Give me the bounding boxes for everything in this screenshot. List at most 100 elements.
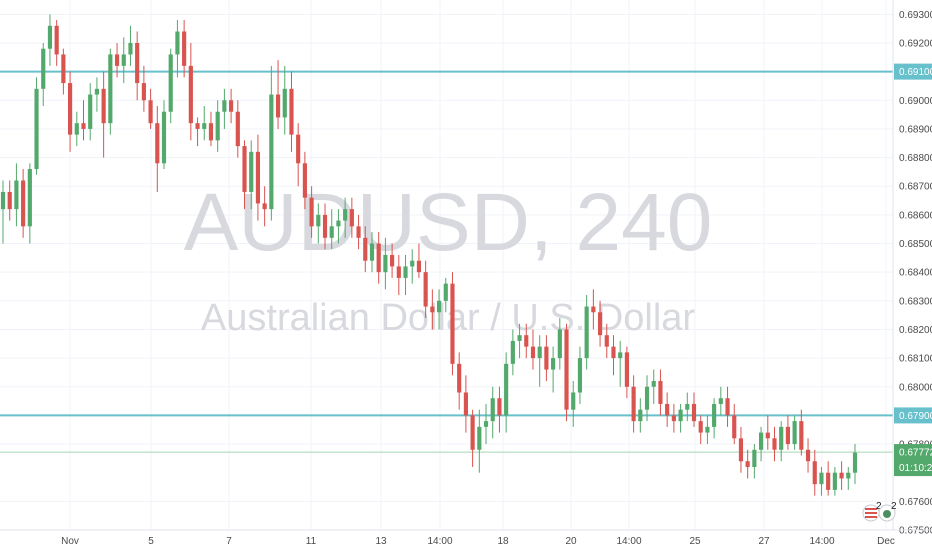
candle[interactable] bbox=[410, 249, 415, 284]
candle[interactable] bbox=[846, 466, 851, 490]
candle[interactable] bbox=[302, 151, 307, 210]
candle[interactable] bbox=[826, 461, 831, 496]
candle[interactable] bbox=[671, 403, 676, 433]
candle[interactable] bbox=[551, 346, 556, 393]
candle[interactable] bbox=[705, 415, 710, 445]
candle[interactable] bbox=[638, 398, 643, 433]
candle[interactable] bbox=[477, 409, 482, 473]
candle[interactable] bbox=[235, 100, 240, 158]
candle[interactable] bbox=[262, 186, 267, 227]
candle[interactable] bbox=[349, 197, 354, 238]
candle[interactable] bbox=[54, 20, 59, 66]
candle[interactable] bbox=[450, 272, 455, 376]
candle[interactable] bbox=[363, 226, 368, 273]
candle[interactable] bbox=[571, 381, 576, 427]
candle[interactable] bbox=[396, 254, 401, 296]
candle[interactable] bbox=[108, 48, 113, 135]
candle[interactable] bbox=[517, 323, 522, 359]
candle[interactable] bbox=[758, 426, 764, 462]
candle[interactable] bbox=[403, 254, 408, 296]
candle[interactable] bbox=[712, 398, 717, 439]
candle[interactable] bbox=[34, 77, 39, 175]
candle[interactable] bbox=[182, 20, 187, 78]
candle[interactable] bbox=[81, 100, 86, 141]
candle[interactable] bbox=[343, 197, 348, 238]
candle[interactable] bbox=[597, 300, 603, 347]
candle[interactable] bbox=[591, 289, 596, 330]
candle[interactable] bbox=[819, 466, 824, 496]
time-axis[interactable]: Nov 5 7 11 13 14:00 18 20 14:00 25 27 14:00 Dec bbox=[0, 529, 932, 547]
candle[interactable] bbox=[691, 392, 697, 427]
candles[interactable] bbox=[0, 14, 858, 496]
candle[interactable] bbox=[416, 243, 422, 278]
candle[interactable] bbox=[644, 375, 650, 422]
candle[interactable] bbox=[255, 134, 261, 221]
candle[interactable] bbox=[329, 209, 334, 250]
candle[interactable] bbox=[309, 186, 314, 238]
candle[interactable] bbox=[651, 369, 656, 404]
candle[interactable] bbox=[792, 415, 797, 450]
candle[interactable] bbox=[14, 163, 19, 227]
candle[interactable] bbox=[745, 449, 750, 479]
candle[interactable] bbox=[457, 352, 462, 410]
candle[interactable] bbox=[7, 180, 12, 221]
candle[interactable] bbox=[74, 111, 79, 147]
candle[interactable] bbox=[383, 237, 388, 290]
candle[interactable] bbox=[215, 100, 220, 152]
candle[interactable] bbox=[282, 65, 287, 135]
candle[interactable] bbox=[765, 415, 770, 450]
candle[interactable] bbox=[463, 375, 468, 433]
candle[interactable] bbox=[41, 42, 46, 106]
candle[interactable] bbox=[510, 329, 515, 376]
candle[interactable] bbox=[772, 426, 777, 462]
flag-icons[interactable]: 2 2 bbox=[862, 501, 897, 522]
candle[interactable] bbox=[752, 444, 757, 479]
candle[interactable] bbox=[61, 48, 66, 95]
candle[interactable] bbox=[128, 25, 133, 66]
candle[interactable] bbox=[524, 323, 529, 359]
candle[interactable] bbox=[423, 260, 428, 318]
candle[interactable] bbox=[68, 71, 73, 152]
candle[interactable] bbox=[135, 31, 140, 101]
candle[interactable] bbox=[188, 42, 193, 141]
candle[interactable] bbox=[832, 466, 837, 496]
candle[interactable] bbox=[376, 232, 381, 284]
candle[interactable] bbox=[564, 323, 569, 422]
candle[interactable] bbox=[202, 106, 207, 141]
candle[interactable] bbox=[289, 71, 294, 152]
candle[interactable] bbox=[618, 340, 623, 387]
candle[interactable] bbox=[537, 335, 542, 387]
candle[interactable] bbox=[497, 386, 502, 433]
candle[interactable] bbox=[322, 203, 328, 250]
candle[interactable] bbox=[631, 375, 636, 433]
candle[interactable] bbox=[805, 438, 811, 473]
candle[interactable] bbox=[658, 369, 663, 416]
candle[interactable] bbox=[557, 318, 562, 370]
candle[interactable] bbox=[275, 60, 281, 129]
candle[interactable] bbox=[665, 392, 670, 427]
candle[interactable] bbox=[504, 352, 509, 433]
candle[interactable] bbox=[242, 140, 247, 210]
candle[interactable] bbox=[141, 65, 146, 112]
candle[interactable] bbox=[678, 403, 683, 433]
candle[interactable] bbox=[483, 403, 489, 445]
candle[interactable] bbox=[47, 14, 53, 66]
candle[interactable] bbox=[155, 106, 160, 192]
candle[interactable] bbox=[101, 71, 106, 158]
candle[interactable] bbox=[725, 386, 730, 427]
candle[interactable] bbox=[222, 88, 227, 129]
candle[interactable] bbox=[584, 295, 589, 370]
candle[interactable] bbox=[27, 163, 32, 244]
candle[interactable] bbox=[732, 403, 737, 445]
candle[interactable] bbox=[175, 20, 180, 78]
candle[interactable] bbox=[390, 243, 395, 278]
candle[interactable] bbox=[229, 88, 234, 124]
candle[interactable] bbox=[785, 415, 790, 450]
candle[interactable] bbox=[369, 232, 375, 273]
candle[interactable] bbox=[121, 37, 126, 84]
candle[interactable] bbox=[316, 203, 321, 244]
candle[interactable] bbox=[21, 169, 26, 238]
candle[interactable] bbox=[490, 386, 495, 439]
candle[interactable] bbox=[436, 289, 442, 330]
